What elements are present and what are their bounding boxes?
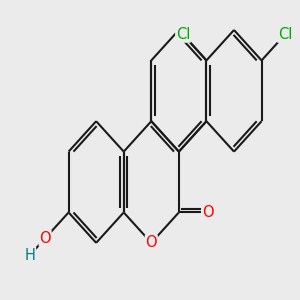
Text: O: O xyxy=(39,231,51,246)
Text: O: O xyxy=(146,235,157,250)
Text: Cl: Cl xyxy=(176,27,190,42)
Text: H: H xyxy=(25,248,35,262)
Text: Cl: Cl xyxy=(278,27,292,42)
Text: O: O xyxy=(202,205,213,220)
